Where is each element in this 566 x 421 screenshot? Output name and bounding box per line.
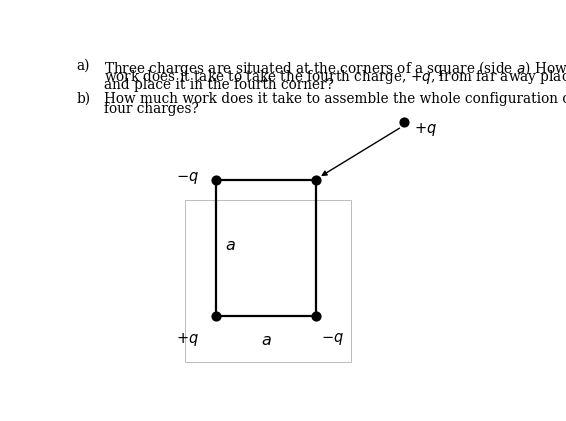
Text: b): b) bbox=[76, 92, 91, 106]
Text: and place it in the fourth corner?: and place it in the fourth corner? bbox=[104, 78, 333, 92]
Point bbox=[312, 177, 321, 184]
Text: Three charges are situated at the corners of a square (side $a$) How much: Three charges are situated at the corner… bbox=[104, 59, 566, 77]
Point bbox=[211, 177, 220, 184]
Bar bbox=[185, 200, 351, 362]
Text: $a$: $a$ bbox=[260, 332, 271, 349]
Point bbox=[312, 313, 321, 320]
Text: $+q$: $+q$ bbox=[176, 331, 199, 348]
Point bbox=[400, 118, 409, 125]
Text: four charges?: four charges? bbox=[104, 102, 199, 116]
Text: How much work does it take to assemble the whole configuration of: How much work does it take to assemble t… bbox=[104, 92, 566, 106]
Text: a): a) bbox=[76, 59, 90, 73]
Point bbox=[211, 313, 220, 320]
Text: $+q$: $+q$ bbox=[414, 121, 437, 139]
Text: work does it take to take the fourth charge, $+q$, from far away place: work does it take to take the fourth cha… bbox=[104, 68, 566, 86]
Text: $-q$: $-q$ bbox=[321, 331, 344, 347]
Text: $a$: $a$ bbox=[225, 237, 236, 253]
Text: $-q$: $-q$ bbox=[176, 170, 199, 186]
